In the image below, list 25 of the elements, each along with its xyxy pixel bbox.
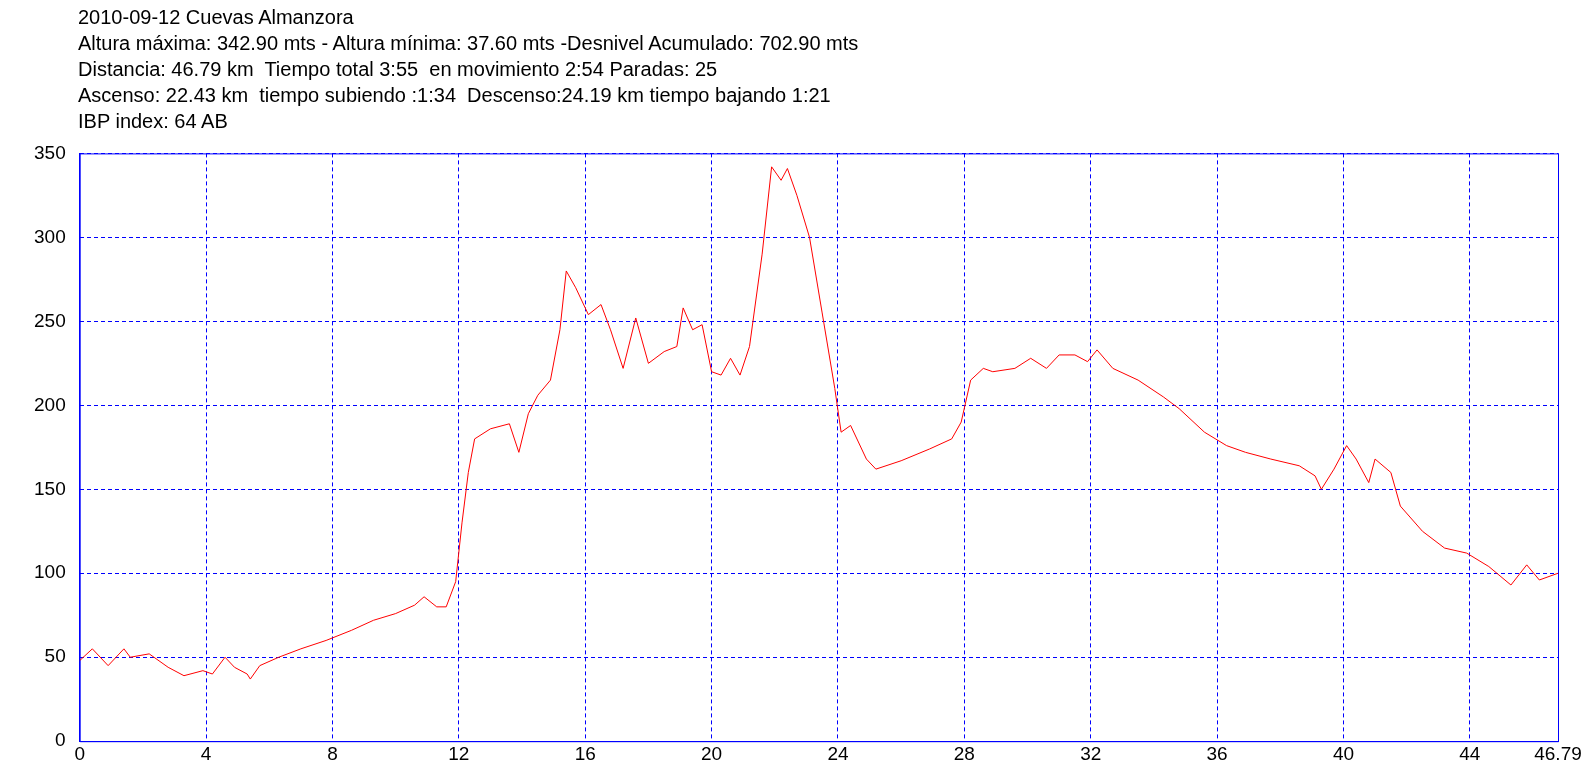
y-tick-label: 200 [34,393,66,415]
x-tick-label: 44 [1459,742,1481,764]
x-tick-label: 32 [1080,742,1102,764]
text: IBP index: 64 AB [78,109,229,134]
y-tick-label: 150 [34,477,66,499]
x-tick-label: 16 [574,742,596,764]
x-tick-label: 40 [1332,742,1355,764]
y-tick-label: 250 [34,309,66,331]
chart-subtitle: Altura máxima: 342.90 mts - Altura mínima: 37.60 mts -Desnivel Acumulado: 702.90 mts [78,31,859,56]
x-tick-label: 28 [953,742,975,764]
y-tick-label: 350 [34,141,66,163]
text: Distancia: 46.79 km Tiempo total 3:55 en movimiento 2:54 Paradas: 25 [78,57,719,82]
x-tick-label: 46.79 [1534,742,1582,764]
x-tick-label: 36 [1206,742,1228,764]
x-tick-label: 0 [74,742,85,764]
text: Ascenso: 22.43 km tiempo subiendo :1:34 Descenso:24.19 km tiempo bajando 1:21 [78,83,832,108]
x-tick-label: 8 [327,742,338,764]
x-tick-label: 24 [827,742,849,764]
x-tick-label: 20 [701,742,723,764]
y-tick-label: 300 [34,225,66,247]
y-tick-label: 100 [34,561,66,583]
x-tick-label: 4 [200,742,212,764]
y-tick-label: 50 [44,645,66,667]
x-tick-label: 12 [448,742,470,764]
chart-title: 2010-09-12 Cuevas Almanzora [78,5,355,30]
